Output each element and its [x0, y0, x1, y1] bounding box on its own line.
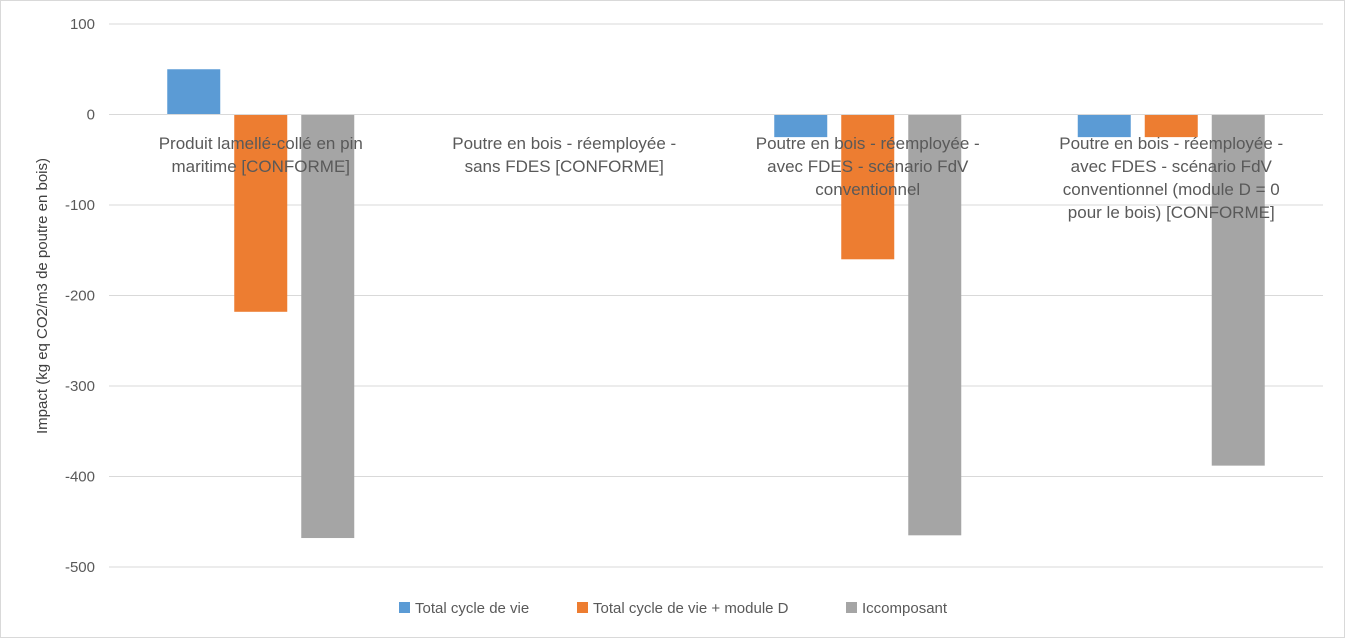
y-tick-label: -100 — [65, 197, 95, 214]
legend-label: Iccomposant — [862, 600, 948, 617]
y-tick-label: -200 — [65, 288, 95, 305]
bar — [1077, 114, 1131, 138]
bar — [908, 114, 962, 536]
legend: Total cycle de vie Total cycle de vie + m… — [399, 600, 948, 617]
category-label: conventionnel — [815, 180, 920, 199]
y-tick-label: 100 — [70, 16, 95, 33]
y-tick-label: -500 — [65, 559, 95, 576]
bar — [1144, 114, 1198, 138]
category-label: Poutre en bois - réemployée - — [452, 134, 676, 153]
gridlines — [109, 23, 1323, 568]
category-label: sans FDES [CONFORME] — [465, 157, 664, 176]
legend-swatch — [577, 602, 588, 613]
y-tick-label: -300 — [65, 378, 95, 395]
category-label: maritime [CONFORME] — [172, 157, 351, 176]
bar — [301, 114, 355, 539]
category-label: Poutre en bois - réemployée - — [1059, 134, 1283, 153]
bar — [1211, 114, 1265, 466]
bar — [234, 114, 288, 312]
y-tick-label: -400 — [65, 469, 95, 486]
y-axis-ticks: 100 0 -100 -200 -300 -400 -500 — [65, 16, 95, 576]
category-label: conventionnel (module D = 0 — [1063, 180, 1280, 199]
legend-label: Total cycle de vie + module D — [593, 600, 789, 617]
legend-swatch — [399, 602, 410, 613]
category-label: avec FDES - scénario FdV — [767, 157, 969, 176]
category-labels: Produit lamellé-collé en pin maritime [CO… — [159, 134, 1284, 222]
bar — [167, 69, 221, 115]
category-label: pour le bois) [CONFORME] — [1068, 203, 1275, 222]
bar — [841, 114, 895, 260]
y-axis-label: Impact (kg eq CO2/m3 de poutre en bois) — [34, 158, 51, 434]
category-label: Poutre en bois - réemployée - — [756, 134, 980, 153]
y-tick-label: 0 — [87, 107, 95, 124]
bars — [109, 69, 1323, 539]
category-label: Produit lamellé-collé en pin — [159, 134, 363, 153]
legend-swatch — [846, 602, 857, 613]
category-label: avec FDES - scénario FdV — [1071, 157, 1273, 176]
bar — [774, 114, 828, 138]
legend-label: Total cycle de vie — [415, 600, 529, 617]
